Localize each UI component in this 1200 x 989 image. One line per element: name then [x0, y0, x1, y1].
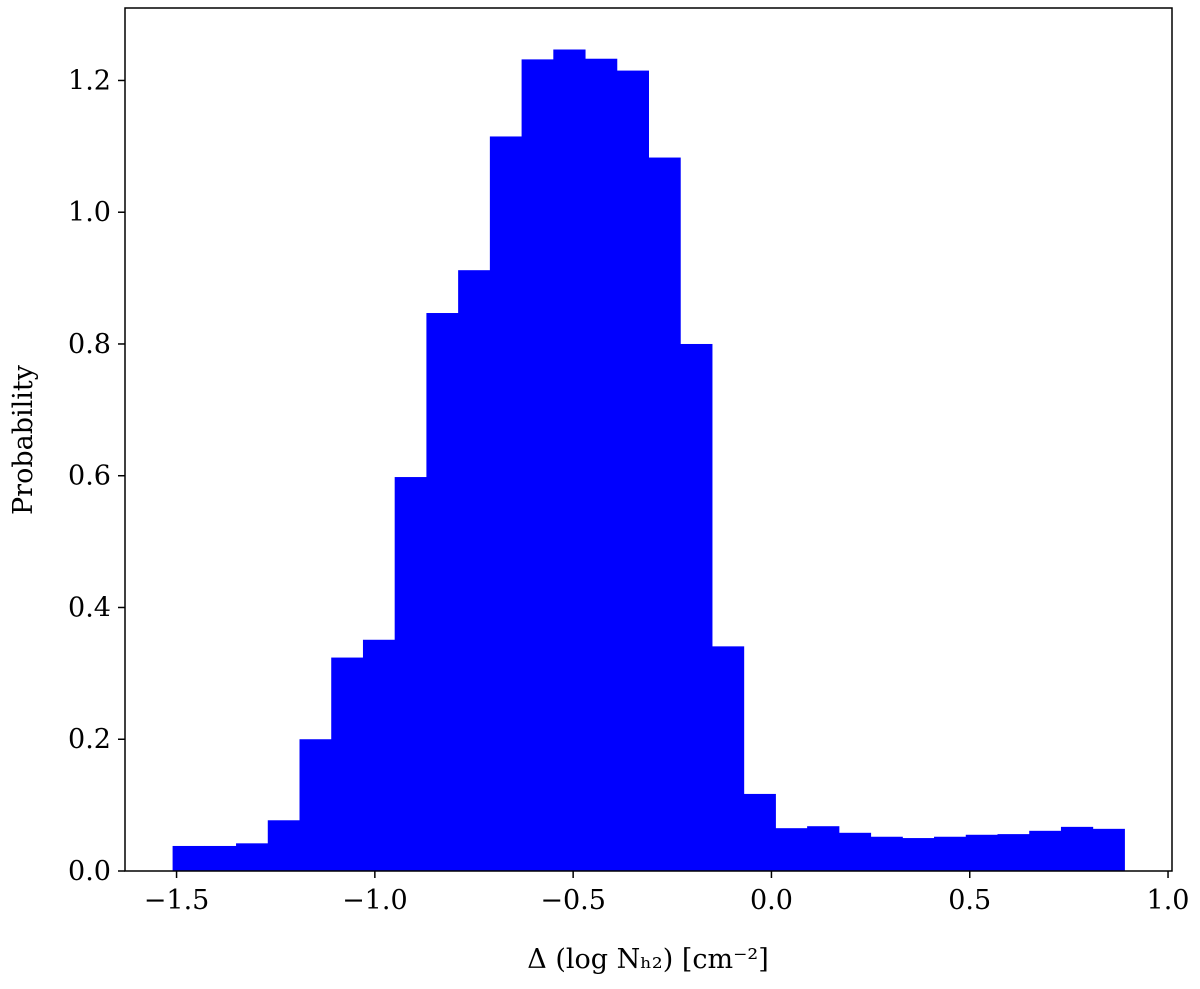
bar	[1060, 826, 1094, 871]
bar	[299, 739, 332, 871]
bar	[997, 834, 1030, 871]
bar	[1029, 830, 1062, 871]
bar	[838, 832, 872, 871]
bar	[426, 313, 459, 871]
bar	[934, 836, 967, 871]
bar	[775, 828, 808, 871]
bar	[965, 834, 998, 871]
bar	[394, 477, 427, 871]
bar	[1092, 828, 1125, 871]
bar	[458, 270, 491, 872]
x-tick-label: −0.5	[540, 885, 606, 916]
bar	[680, 343, 713, 871]
x-tick-label: −1.5	[144, 885, 210, 916]
x-tick-label: 1.0	[1147, 885, 1190, 916]
x-tick-label: 0.5	[948, 885, 991, 916]
plot-frame	[124, 7, 1173, 872]
y-axis-label: Probability	[8, 364, 39, 515]
y-tick-label: 0.2	[68, 724, 111, 755]
bar	[870, 836, 903, 871]
bar	[172, 845, 205, 871]
bar	[204, 845, 237, 871]
bar	[902, 838, 935, 871]
bar	[711, 646, 745, 871]
bar	[553, 49, 586, 871]
y-tick-label: 0.8	[68, 329, 111, 360]
y-tick-label: 1.0	[68, 197, 111, 228]
bar	[743, 793, 776, 871]
y-tick-label: 0.6	[68, 461, 111, 492]
bar	[362, 639, 396, 871]
bar	[521, 59, 554, 872]
x-tick-label: 0.0	[750, 885, 793, 916]
bar	[585, 58, 618, 872]
bar	[331, 657, 364, 871]
bar	[648, 157, 681, 872]
y-tick-label: 1.2	[68, 65, 111, 96]
bar	[616, 70, 649, 871]
y-tick-label: 0.0	[68, 856, 111, 887]
y-tick-label: 0.4	[68, 592, 111, 623]
x-axis-label: Δ (log Nₕ₂) [cm⁻²]	[527, 944, 768, 975]
x-tick-label: −1.0	[342, 885, 408, 916]
bar	[489, 136, 523, 871]
bar	[236, 843, 269, 871]
bar	[267, 820, 300, 871]
bar	[807, 826, 840, 871]
